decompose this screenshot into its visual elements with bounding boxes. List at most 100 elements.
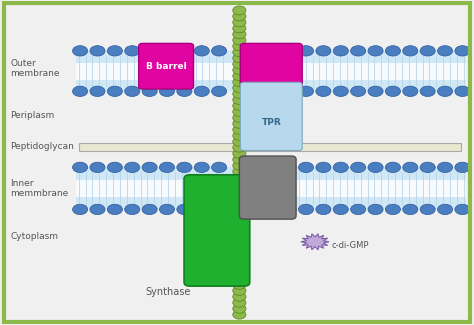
Circle shape xyxy=(333,204,348,214)
Circle shape xyxy=(233,84,246,93)
Circle shape xyxy=(233,286,246,295)
Circle shape xyxy=(233,227,246,236)
Bar xyxy=(79,143,462,151)
Circle shape xyxy=(107,46,122,56)
Circle shape xyxy=(233,185,246,194)
Circle shape xyxy=(455,204,470,214)
Circle shape xyxy=(177,204,192,214)
Circle shape xyxy=(125,86,140,97)
Circle shape xyxy=(281,204,296,214)
Circle shape xyxy=(233,137,246,146)
Circle shape xyxy=(233,280,246,289)
Circle shape xyxy=(333,46,348,56)
Circle shape xyxy=(233,66,246,74)
Circle shape xyxy=(233,221,246,230)
Circle shape xyxy=(177,46,192,56)
Circle shape xyxy=(107,204,122,214)
Circle shape xyxy=(233,191,246,200)
Circle shape xyxy=(438,46,453,56)
Circle shape xyxy=(233,298,246,307)
Text: Outer
membrane: Outer membrane xyxy=(10,59,60,78)
Circle shape xyxy=(351,86,366,97)
Circle shape xyxy=(403,86,418,97)
Circle shape xyxy=(73,162,88,173)
Circle shape xyxy=(403,162,418,173)
Circle shape xyxy=(246,86,262,97)
Circle shape xyxy=(142,46,157,56)
Text: Peptidoglycan: Peptidoglycan xyxy=(10,142,74,151)
Circle shape xyxy=(194,46,210,56)
Circle shape xyxy=(420,86,435,97)
Circle shape xyxy=(246,162,262,173)
Circle shape xyxy=(385,46,401,56)
Circle shape xyxy=(246,46,262,56)
Circle shape xyxy=(264,204,279,214)
Circle shape xyxy=(233,232,246,241)
Circle shape xyxy=(233,239,246,248)
Circle shape xyxy=(211,46,227,56)
Circle shape xyxy=(73,86,88,97)
Text: B barrel: B barrel xyxy=(146,62,186,71)
Bar xyxy=(76,167,466,209)
FancyBboxPatch shape xyxy=(240,82,302,150)
Circle shape xyxy=(159,46,174,56)
Circle shape xyxy=(233,173,246,182)
Circle shape xyxy=(351,162,366,173)
Circle shape xyxy=(420,46,435,56)
Circle shape xyxy=(233,131,246,140)
Circle shape xyxy=(299,162,314,173)
Circle shape xyxy=(177,86,192,97)
Text: Synthase: Synthase xyxy=(146,287,191,297)
Circle shape xyxy=(233,101,246,111)
Circle shape xyxy=(233,24,246,33)
Circle shape xyxy=(316,204,331,214)
Circle shape xyxy=(233,95,246,104)
Circle shape xyxy=(233,197,246,206)
Polygon shape xyxy=(301,234,329,250)
Circle shape xyxy=(159,86,174,97)
Circle shape xyxy=(233,6,246,15)
Circle shape xyxy=(281,46,296,56)
Circle shape xyxy=(233,209,246,218)
Circle shape xyxy=(107,86,122,97)
Circle shape xyxy=(368,46,383,56)
Circle shape xyxy=(233,77,246,86)
Circle shape xyxy=(233,161,246,170)
Circle shape xyxy=(194,162,210,173)
Circle shape xyxy=(333,162,348,173)
Circle shape xyxy=(125,162,140,173)
Circle shape xyxy=(233,274,246,283)
Circle shape xyxy=(233,59,246,69)
Circle shape xyxy=(233,125,246,134)
Text: Cytoplasm: Cytoplasm xyxy=(10,232,58,241)
Circle shape xyxy=(351,204,366,214)
Circle shape xyxy=(385,162,401,173)
Circle shape xyxy=(211,162,227,173)
FancyBboxPatch shape xyxy=(239,156,296,219)
Circle shape xyxy=(438,86,453,97)
Circle shape xyxy=(233,143,246,152)
Circle shape xyxy=(125,46,140,56)
Circle shape xyxy=(233,304,246,313)
Circle shape xyxy=(438,204,453,214)
Circle shape xyxy=(107,162,122,173)
Text: Inner
memmbrane: Inner memmbrane xyxy=(10,179,68,198)
Circle shape xyxy=(233,268,246,277)
Bar xyxy=(76,63,466,80)
FancyBboxPatch shape xyxy=(139,44,193,89)
Circle shape xyxy=(438,162,453,173)
Circle shape xyxy=(333,86,348,97)
Circle shape xyxy=(368,162,383,173)
Circle shape xyxy=(233,42,246,51)
Circle shape xyxy=(233,12,246,21)
Text: c-di-GMP: c-di-GMP xyxy=(331,240,369,250)
Circle shape xyxy=(233,113,246,122)
Circle shape xyxy=(194,204,210,214)
Circle shape xyxy=(233,36,246,45)
Circle shape xyxy=(299,204,314,214)
Circle shape xyxy=(455,86,470,97)
Circle shape xyxy=(142,204,157,214)
Circle shape xyxy=(281,86,296,97)
Circle shape xyxy=(233,48,246,57)
Circle shape xyxy=(211,204,227,214)
